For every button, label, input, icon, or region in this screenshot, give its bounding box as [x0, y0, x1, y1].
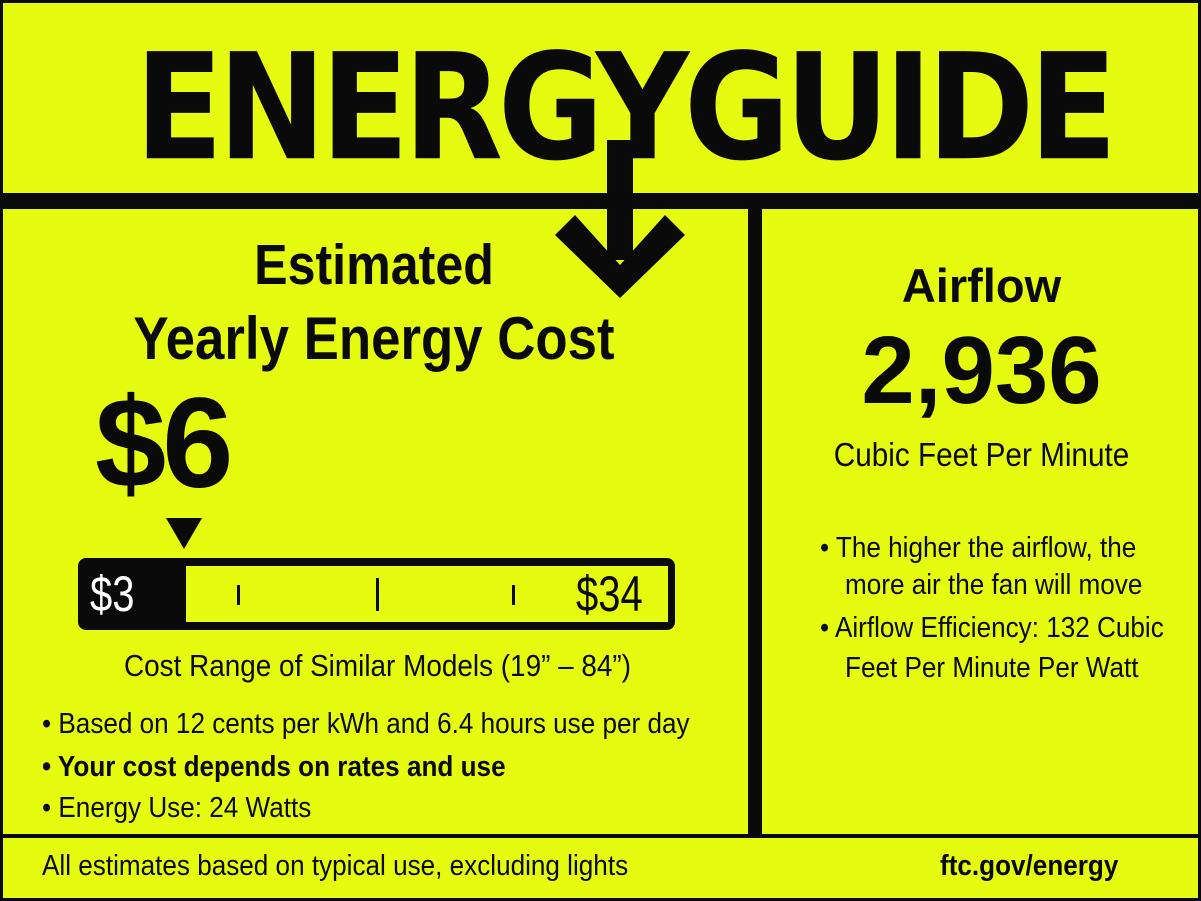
cost-marker-icon: [166, 518, 202, 549]
header-divider: [0, 193, 1201, 209]
scale-tick: [512, 585, 515, 605]
footer-note: All estimates based on typical use, excl…: [42, 850, 629, 882]
cost-bullet: • Based on 12 cents per kWh and 6.4 hour…: [42, 708, 690, 740]
yearly-cost-value: $6: [95, 372, 233, 515]
ftc-link[interactable]: ftc.gov/energy: [940, 850, 1119, 882]
airflow-bullet-cont: Feet Per Minute Per Watt: [845, 652, 1139, 684]
airflow-bullet: • The higher the airflow, the: [820, 532, 1137, 564]
cost-bullet: • Your cost depends on rates and use: [42, 751, 506, 783]
cost-range-caption: Cost Range of Similar Models (19” – 84”): [123, 648, 632, 683]
cost-heading-line1: Estimated: [254, 233, 494, 297]
scale-tick: [376, 578, 379, 611]
cost-bullet: • Energy Use: 24 Watts: [42, 792, 312, 824]
down-arrow-icon: [555, 140, 685, 298]
scale-tick: [237, 585, 240, 605]
column-divider: [748, 208, 762, 836]
cost-range-track: [186, 566, 668, 622]
airflow-unit: Cubic Feet Per Minute: [833, 436, 1130, 473]
cost-heading-line2: Yearly Energy Cost: [133, 305, 615, 372]
airflow-value: 2,936: [861, 317, 1102, 424]
energyguide-logo: ENERGYGUIDE: [135, 23, 1117, 194]
scale-min-label: $3: [90, 566, 135, 622]
airflow-bullet-cont: more air the fan will move: [845, 569, 1143, 601]
footer-divider: [0, 834, 1201, 838]
airflow-heading: Airflow: [901, 259, 1062, 312]
scale-max-label: $34: [576, 566, 643, 622]
airflow-bullet: • Airflow Efficiency: 132 Cubic: [820, 612, 1164, 644]
